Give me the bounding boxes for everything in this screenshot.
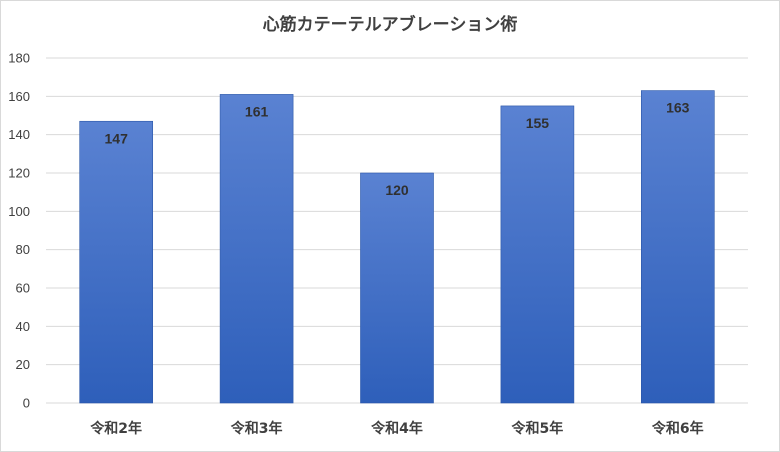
data-label: 155 — [526, 115, 550, 131]
bar — [360, 172, 434, 404]
data-labels: 147 161 120 155 163 — [105, 100, 690, 198]
x-category-label: 令和2年 — [89, 420, 142, 437]
bars — [79, 90, 715, 404]
x-category-label: 令和5年 — [511, 420, 564, 437]
y-tick-label: 60 — [16, 281, 30, 296]
bar — [79, 120, 154, 404]
data-label: 147 — [105, 130, 129, 146]
data-label: 161 — [245, 103, 269, 119]
bar — [219, 94, 294, 404]
y-axis-ticks: 0 20 40 60 80 100 120 140 160 180 — [8, 51, 30, 411]
data-label: 163 — [666, 100, 690, 116]
data-label: 120 — [385, 182, 409, 198]
y-tick-label: 140 — [8, 127, 30, 142]
chart-title: 心筋カテーテルアブレーション術 — [262, 15, 518, 35]
y-tick-label: 80 — [16, 242, 30, 257]
y-tick-label: 0 — [23, 396, 30, 411]
x-category-label: 令和3年 — [230, 420, 283, 437]
x-axis-labels: 令和2年 令和3年 令和4年 令和5年 令和6年 — [89, 420, 703, 437]
y-tick-label: 40 — [16, 319, 30, 334]
y-tick-label: 160 — [8, 89, 30, 104]
y-tick-label: 100 — [8, 204, 30, 219]
y-tick-label: 120 — [8, 166, 30, 181]
bar — [500, 105, 575, 404]
bar — [640, 90, 715, 404]
x-category-label: 令和4年 — [370, 420, 423, 437]
x-category-label: 令和6年 — [651, 420, 704, 437]
y-tick-label: 180 — [8, 51, 30, 66]
y-tick-label: 20 — [16, 357, 30, 372]
